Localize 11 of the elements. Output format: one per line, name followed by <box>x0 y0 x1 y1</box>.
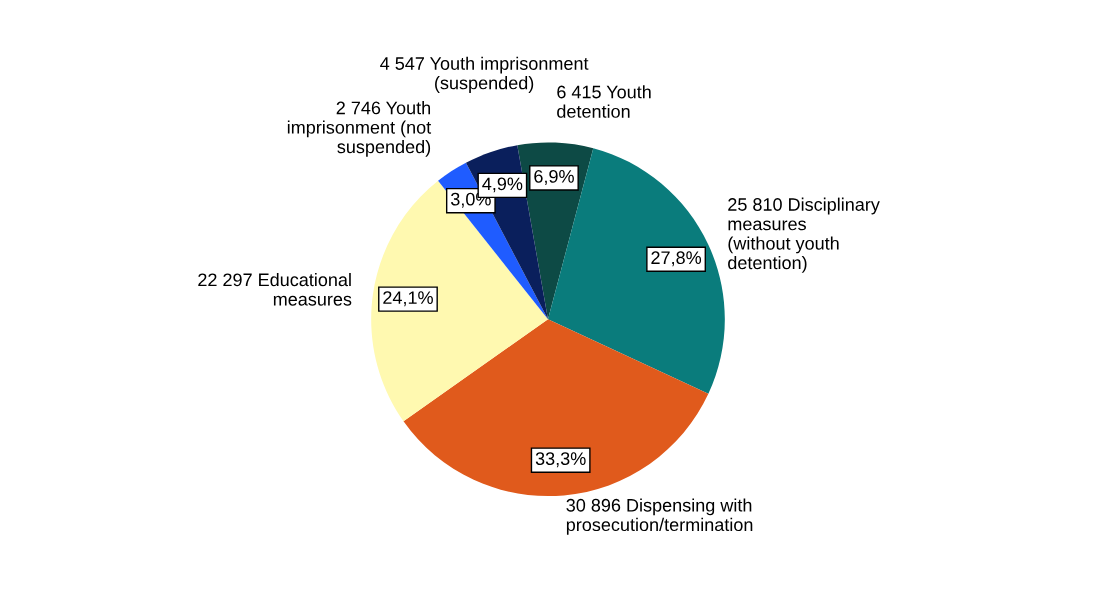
pie-slice <box>403 319 709 497</box>
slice-label: 30 896 Dispensing with prosecution/termination <box>566 498 753 535</box>
slice-label: 2 746 Youth imprisonment (not suspended) <box>287 101 432 157</box>
slice-label: 25 810 Disciplinary measures (without youth detention) <box>728 197 880 273</box>
data-label: 33,3% <box>535 452 586 468</box>
slice-label: 22 297 Educational measures <box>198 272 352 306</box>
data-label: 4,9% <box>482 177 523 193</box>
data-label: 6,9% <box>534 170 574 185</box>
slice-label: 6 415 Youth detention <box>557 85 651 118</box>
data-label: 24,1% <box>383 291 433 307</box>
data-label: 27,8% <box>651 251 702 267</box>
